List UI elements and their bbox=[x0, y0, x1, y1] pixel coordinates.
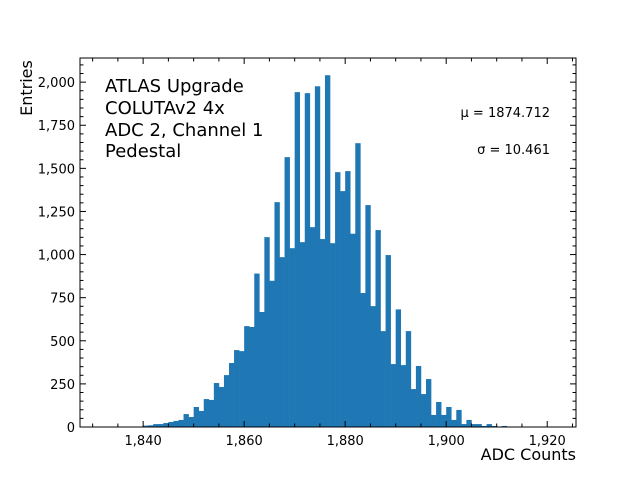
histogram-bar bbox=[269, 280, 275, 427]
histogram-bar bbox=[143, 425, 149, 427]
histogram-bar bbox=[239, 351, 245, 427]
histogram-bar bbox=[148, 425, 154, 427]
y-axis-label: Entries bbox=[17, 60, 36, 116]
mean-label: μ = 1874.712 bbox=[461, 106, 550, 121]
histogram-bar bbox=[481, 425, 487, 427]
x-tick-label: 1,880 bbox=[327, 434, 364, 449]
y-tick-label: 2,000 bbox=[38, 76, 75, 91]
histogram-bar bbox=[223, 375, 230, 427]
histogram-bar bbox=[188, 416, 194, 427]
x-tick-label: 1,900 bbox=[428, 434, 465, 449]
histogram-bar bbox=[410, 389, 417, 427]
histogram-bar bbox=[153, 424, 159, 427]
y-tick-label: 500 bbox=[50, 335, 75, 350]
histogram-bar bbox=[249, 326, 255, 427]
annotation-line-3: ADC 2, Channel 1 bbox=[105, 120, 263, 141]
histogram-bar bbox=[289, 248, 295, 427]
histogram-bar bbox=[345, 171, 351, 427]
histogram-bar bbox=[471, 424, 477, 427]
histogram-bar bbox=[324, 75, 331, 428]
annotation-line-2: COLUTAv2 4x bbox=[105, 98, 225, 119]
y-tick-label: 750 bbox=[50, 292, 75, 307]
histogram-bar bbox=[274, 202, 280, 427]
histogram-bar bbox=[431, 414, 437, 427]
plot-frame bbox=[79, 57, 577, 428]
histogram-bar bbox=[466, 419, 472, 427]
histogram-bar bbox=[234, 350, 240, 427]
histogram-bar bbox=[350, 233, 356, 427]
histogram-bar bbox=[304, 93, 311, 428]
histogram-bar bbox=[415, 365, 422, 427]
histogram-bar bbox=[158, 424, 164, 427]
y-tick-label: 1,250 bbox=[38, 205, 75, 220]
annotation-line-1: ATLAS Upgrade bbox=[105, 76, 244, 97]
histogram-bar bbox=[163, 423, 169, 427]
histogram-bar bbox=[229, 363, 235, 427]
histogram-bar bbox=[420, 394, 427, 427]
x-axis-label: ADC Counts bbox=[481, 445, 576, 464]
histogram-bar bbox=[451, 419, 457, 427]
histogram-bar bbox=[330, 243, 336, 427]
histogram-bar bbox=[425, 379, 432, 427]
ticks-group: 1,840 1,860 1,880 1,900 1,920 0 250 500 750 1,000… bbox=[38, 58, 576, 449]
histogram-bar bbox=[208, 399, 215, 427]
histogram-bar bbox=[491, 425, 498, 427]
y-tick-label: 250 bbox=[50, 378, 75, 393]
histogram-bar bbox=[183, 414, 189, 427]
histogram-bar bbox=[299, 242, 306, 427]
histogram-bar bbox=[476, 424, 482, 427]
histogram-bar bbox=[319, 239, 326, 427]
histogram-bar bbox=[213, 383, 220, 427]
histogram-bar bbox=[370, 306, 376, 427]
histogram-bar bbox=[294, 92, 301, 428]
histogram-bar bbox=[244, 326, 250, 427]
y-tick-label: 1,750 bbox=[38, 119, 75, 134]
histogram-bar bbox=[486, 424, 492, 427]
histogram-bar bbox=[501, 425, 508, 427]
histogram-bar bbox=[198, 410, 205, 427]
histogram-bar bbox=[309, 227, 316, 427]
histogram-bar bbox=[203, 399, 210, 427]
histogram-bar bbox=[360, 293, 366, 427]
histogram-bar bbox=[264, 237, 270, 427]
histogram-bar bbox=[395, 309, 402, 427]
histogram-bar bbox=[193, 406, 199, 427]
y-tick-label: 0 bbox=[67, 421, 75, 436]
histogram-bar bbox=[375, 230, 381, 427]
x-tick-label: 1,840 bbox=[125, 434, 162, 449]
histogram-bar bbox=[340, 191, 346, 427]
histogram-bar bbox=[173, 420, 179, 427]
histogram-bar bbox=[279, 257, 285, 427]
histogram-bar bbox=[456, 409, 462, 427]
histogram-bar bbox=[168, 421, 174, 427]
histogram-bar bbox=[380, 331, 386, 427]
histogram-bar bbox=[254, 273, 260, 427]
histogram-bar bbox=[461, 424, 467, 427]
histogram-bar bbox=[178, 419, 184, 427]
sigma-label: σ = 10.461 bbox=[477, 143, 550, 158]
x-tick-label: 1,860 bbox=[226, 434, 263, 449]
histogram-bar bbox=[400, 365, 407, 427]
y-tick-label: 1,500 bbox=[38, 162, 75, 177]
bars-group bbox=[143, 75, 508, 428]
y-tick-label: 1,000 bbox=[38, 249, 75, 264]
histogram-bar bbox=[390, 364, 396, 427]
histogram-bar bbox=[446, 406, 452, 427]
x-tick-label: 1,920 bbox=[529, 434, 566, 449]
histogram-bar bbox=[314, 86, 321, 427]
histogram-bar bbox=[405, 331, 412, 427]
histogram-bar bbox=[355, 143, 361, 428]
histogram-bar bbox=[441, 414, 447, 427]
histogram-bar bbox=[284, 157, 290, 427]
histogram-bar bbox=[218, 386, 225, 427]
annotation-line-4: Pedestal bbox=[105, 141, 181, 162]
histogram-bar bbox=[365, 205, 371, 427]
histogram-bar bbox=[385, 255, 391, 427]
histogram-bar bbox=[335, 172, 341, 427]
histogram-bar bbox=[259, 311, 265, 427]
histogram-bar bbox=[436, 401, 442, 427]
